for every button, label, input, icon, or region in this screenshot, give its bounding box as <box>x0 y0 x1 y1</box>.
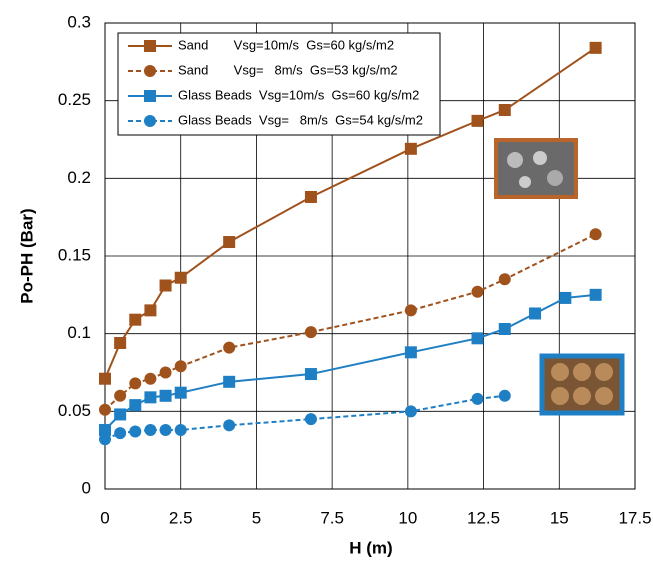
marker <box>159 423 172 436</box>
x-tick-label: 7.5 <box>320 508 344 527</box>
marker <box>159 389 172 402</box>
marker <box>589 228 602 241</box>
marker <box>223 419 236 432</box>
marker <box>174 386 187 399</box>
marker <box>144 65 156 77</box>
marker <box>129 425 142 438</box>
x-tick-label: 12.5 <box>467 508 500 527</box>
marker <box>144 115 156 127</box>
marker <box>498 103 511 116</box>
marker <box>223 375 236 388</box>
marker <box>99 372 111 385</box>
marker <box>498 273 511 286</box>
marker <box>99 403 111 416</box>
legend-label: Glass Beads Vsg= 8m/s Gs=54 kg/s/m2 <box>178 112 423 127</box>
marker <box>498 389 511 402</box>
marker <box>529 307 542 320</box>
y-tick-label: 0.2 <box>67 168 91 187</box>
marker <box>174 423 187 436</box>
marker <box>471 392 484 405</box>
x-tick-label: 10 <box>398 508 417 527</box>
marker <box>129 377 142 390</box>
marker <box>589 41 602 54</box>
marker <box>304 326 317 339</box>
y-axis-title: Po-PH (Bar) <box>17 208 36 303</box>
marker <box>589 288 602 301</box>
marker <box>304 368 317 381</box>
marker <box>559 291 572 304</box>
x-tick-label: 0 <box>100 508 109 527</box>
legend-label: Sand Vsg=10m/s Gs=60 kg/s/m2 <box>178 37 394 52</box>
sand-photo <box>494 138 578 199</box>
plot-border <box>104 22 636 490</box>
legend-label: Glass Beads Vsg=10m/s Gs=60 kg/s/m2 <box>178 87 419 102</box>
marker <box>223 236 236 249</box>
x-tick-label: 15 <box>550 508 569 527</box>
y-tick-label: 0.1 <box>67 323 91 342</box>
marker <box>129 313 142 326</box>
marker <box>174 360 187 373</box>
marker <box>114 389 127 402</box>
marker <box>404 304 417 317</box>
marker <box>223 341 236 354</box>
legend: Sand Vsg=10m/s Gs=60 kg/s/m2 Sand Vsg= 8m… <box>117 32 441 136</box>
marker <box>304 190 317 203</box>
y-tick-label: 0.3 <box>67 12 91 31</box>
marker <box>144 391 157 404</box>
marker <box>471 285 484 298</box>
y-tick-label: 0.25 <box>58 90 91 109</box>
marker <box>144 423 157 436</box>
marker <box>144 90 156 102</box>
marker <box>174 271 187 284</box>
marker <box>129 399 142 412</box>
marker <box>114 336 127 349</box>
y-tick-label: 0.05 <box>58 401 91 420</box>
marker <box>144 304 157 317</box>
marker <box>404 405 417 418</box>
marker <box>114 408 127 421</box>
x-axis-title: H (m) <box>349 538 392 557</box>
marker <box>471 114 484 127</box>
x-tick-label: 5 <box>252 508 261 527</box>
marker <box>144 372 157 385</box>
x-tick-label: 17.5 <box>618 508 651 527</box>
marker <box>99 433 111 446</box>
plot-area: 0 2.5 5 7.5 10 12.5 15 17.5 0 0.05 0.1 0.15 0.2 0.25 0… <box>58 12 652 527</box>
marker <box>114 427 127 440</box>
series-line <box>104 233 597 411</box>
marker <box>471 332 484 345</box>
marker <box>498 323 511 336</box>
y-tick-label: 0 <box>82 478 91 497</box>
x-tick-label: 2.5 <box>169 508 193 527</box>
legend-label: Sand Vsg= 8m/s Gs=53 kg/s/m2 <box>178 62 398 77</box>
marker <box>159 366 172 379</box>
marker <box>404 346 417 359</box>
marker <box>304 413 317 426</box>
y-tick-label: 0.15 <box>58 245 91 264</box>
marker <box>144 40 156 52</box>
marker <box>159 279 172 292</box>
glass-beads-photo <box>539 353 625 416</box>
marker <box>404 142 417 155</box>
